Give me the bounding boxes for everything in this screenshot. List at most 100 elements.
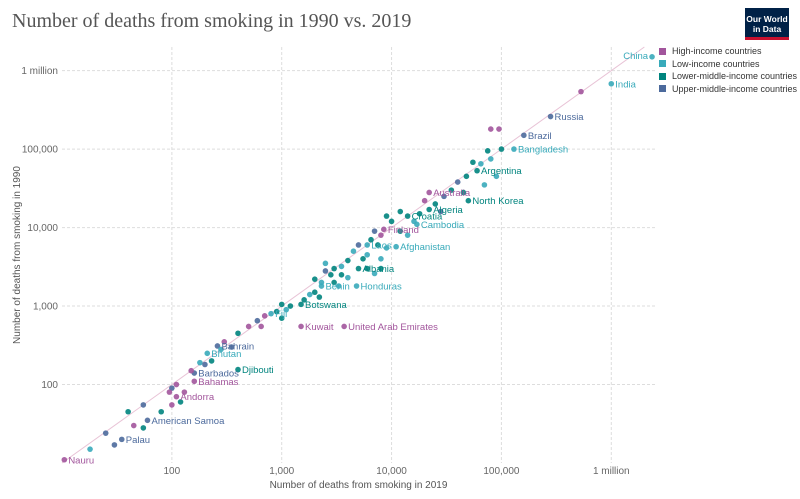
data-point-unlabeled[interactable] [397,208,404,215]
data-point-unlabeled[interactable] [470,159,476,166]
data-point-india[interactable] [608,80,615,87]
data-point-bangladesh[interactable] [511,146,517,152]
legend-item-lowermid[interactable]: Lower-middle-income countries [659,70,797,83]
legend-item-high[interactable]: High-income countries [659,45,797,58]
data-point-unlabeled[interactable] [102,430,109,436]
data-point-croatia[interactable] [404,213,411,219]
data-point-unlabeled[interactable] [460,189,467,196]
data-point-palau[interactable] [118,436,125,443]
data-point-unlabeled[interactable] [338,263,345,270]
data-point-unlabeled[interactable] [350,248,357,254]
data-point-unlabeled[interactable] [316,294,323,300]
legend-item-low[interactable]: Low-income countries [659,58,797,71]
data-point-unlabeled[interactable] [421,197,428,204]
data-point-north-korea[interactable] [465,197,472,204]
legend-item-uppermid[interactable]: Upper-middle-income countries [659,83,797,96]
data-point-unlabeled[interactable] [140,402,147,408]
data-point-unlabeled[interactable] [388,218,395,225]
data-point-china[interactable] [649,54,655,60]
data-point-unlabeled[interactable] [448,187,455,193]
data-point-unlabeled[interactable] [283,306,290,313]
data-point-unlabeled[interactable] [441,193,447,200]
data-point-unlabeled[interactable] [481,182,488,188]
data-point-bhutan[interactable] [204,350,211,357]
data-point-unlabeled[interactable] [218,346,224,353]
data-point-unlabeled[interactable] [278,301,285,308]
data-point-unlabeled[interactable] [397,228,404,234]
data-point-unlabeled[interactable] [383,245,390,251]
data-point-unlabeled[interactable] [378,265,384,272]
data-point-unlabeled[interactable] [278,315,285,322]
data-point-unlabeled[interactable] [338,272,345,278]
data-point-unlabeled[interactable] [311,276,318,282]
data-point-afghanistan[interactable] [393,243,399,250]
data-point-unlabeled[interactable] [487,156,494,162]
data-point-unlabeled[interactable] [235,330,241,337]
data-point-unlabeled[interactable] [463,173,470,180]
data-point-unlabeled[interactable] [375,242,381,248]
data-point-andorra[interactable] [173,393,180,400]
data-point-unlabeled[interactable] [301,297,307,303]
data-point-unlabeled[interactable] [404,232,411,238]
data-point-honduras[interactable] [353,283,360,289]
data-point-finland[interactable] [381,226,387,233]
data-point-unlabeled[interactable] [287,303,294,309]
data-point-unlabeled[interactable] [335,283,342,289]
data-point-unlabeled[interactable] [258,323,264,330]
data-point-unlabeled[interactable] [378,256,384,262]
data-point-unlabeled[interactable] [432,201,439,207]
data-point-unlabeled[interactable] [360,256,366,262]
data-point-albania[interactable] [355,265,362,272]
data-point-unlabeled[interactable] [478,160,484,167]
data-point-brazil[interactable] [521,132,527,139]
data-point-unlabeled[interactable] [261,313,268,319]
data-point-unlabeled[interactable] [273,308,280,315]
data-point-unlabeled[interactable] [496,126,502,132]
data-point-unlabeled[interactable] [355,242,362,248]
owid-logo[interactable]: Our World in Data [745,8,789,40]
data-point-unlabeled[interactable] [228,344,235,350]
data-point-unlabeled[interactable] [254,317,261,324]
data-point-unlabeled[interactable] [202,361,208,368]
data-point-unlabeled[interactable] [197,359,203,366]
data-point-unlabeled[interactable] [487,126,494,132]
data-point-fiji[interactable] [268,310,274,317]
data-point-unlabeled[interactable] [493,173,500,180]
data-point-unlabeled[interactable] [169,385,175,391]
data-point-unlabeled[interactable] [87,446,93,452]
data-point-unlabeled[interactable] [306,291,313,298]
data-point-unlabeled[interactable] [383,213,390,219]
data-point-unlabeled[interactable] [169,402,175,408]
data-point-unlabeled[interactable] [364,265,370,272]
data-point-unlabeled[interactable] [345,257,351,264]
data-point-unlabeled[interactable] [328,272,334,278]
data-point-bahrain[interactable] [214,343,221,349]
data-point-laos[interactable] [364,242,370,248]
data-point-argentina[interactable] [474,167,480,174]
data-point-unlabeled[interactable] [311,289,318,296]
data-point-unlabeled[interactable] [345,274,351,281]
data-point-american-samoa[interactable] [144,417,151,424]
data-point-unlabeled[interactable] [484,148,491,154]
data-point-unlabeled[interactable] [454,179,461,185]
data-point-australia[interactable] [426,189,432,196]
data-point-unlabeled[interactable] [378,232,384,238]
data-point-unlabeled[interactable] [158,408,165,415]
data-point-unlabeled[interactable] [125,408,131,415]
data-point-unlabeled[interactable] [578,88,584,95]
data-point-unlabeled[interactable] [130,422,137,429]
data-point-djibouti[interactable] [235,366,241,373]
data-point-unlabeled[interactable] [221,339,228,345]
data-point-unlabeled[interactable] [411,218,417,225]
data-point-botswana[interactable] [298,301,304,308]
data-point-unlabeled[interactable] [371,228,378,234]
data-point-unlabeled[interactable] [331,279,337,286]
data-point-unlabeled[interactable] [208,358,215,364]
data-point-unlabeled[interactable] [188,367,195,374]
data-point-unlabeled[interactable] [322,268,329,274]
data-point-unlabeled[interactable] [416,210,423,217]
data-point-unlabeled[interactable] [322,260,329,267]
data-point-unlabeled[interactable] [166,389,173,395]
data-point-united-arab-emirates[interactable] [341,323,347,330]
data-point-kuwait[interactable] [298,323,304,330]
